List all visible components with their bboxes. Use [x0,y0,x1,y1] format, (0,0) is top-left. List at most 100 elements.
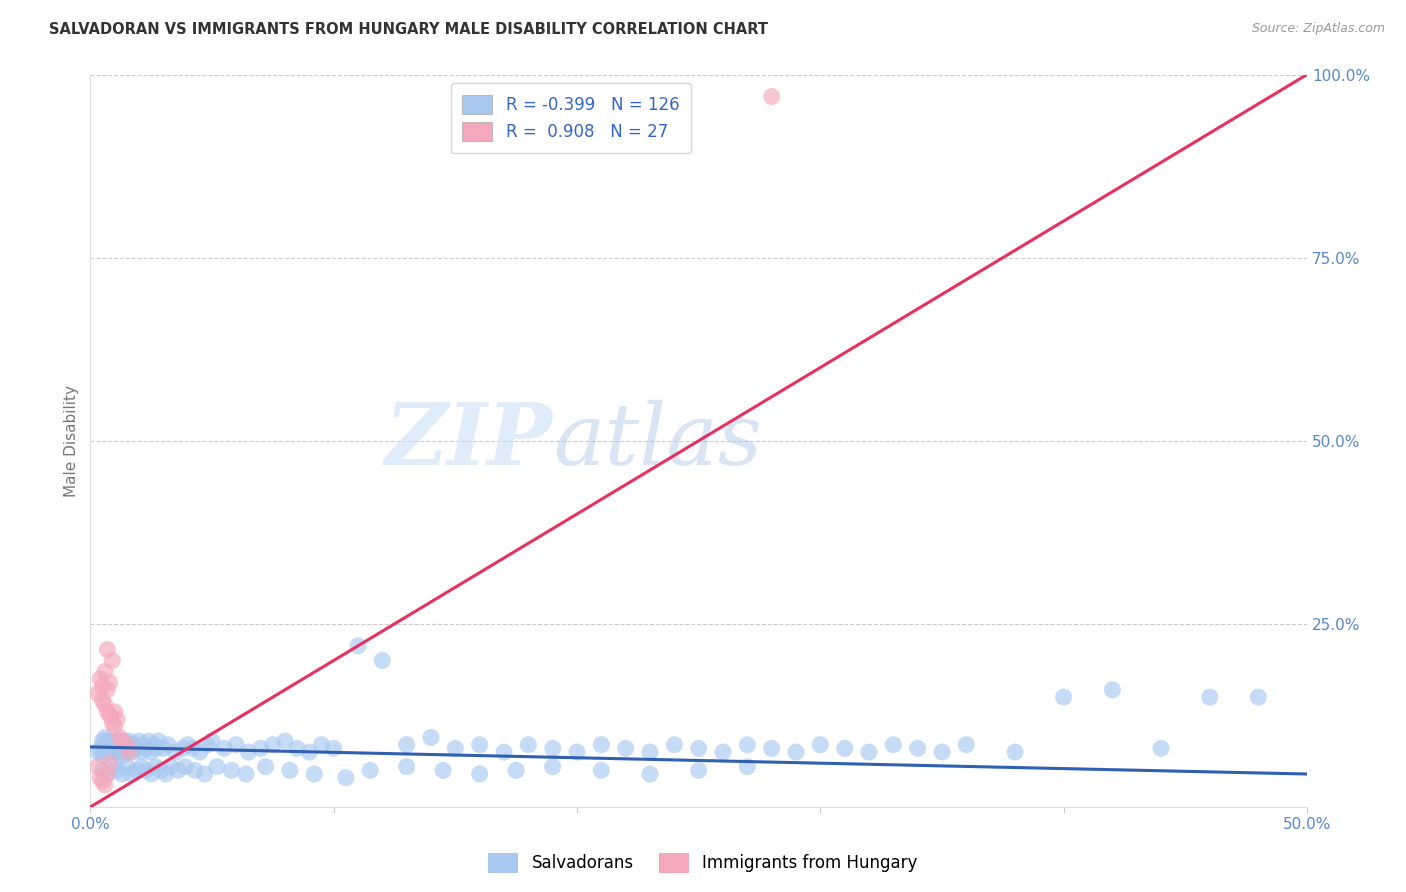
Point [111,748,134,763]
Point [395,738,418,752]
Point [101,715,124,730]
Point [834,741,856,756]
Y-axis label: Male Disability: Male Disability [65,384,79,497]
Point [94,738,117,752]
Point [91,774,114,789]
Point [135,741,157,756]
Point [359,764,381,778]
Text: SALVADORAN VS IMMIGRANTS FROM HUNGARY MALE DISABILITY CORRELATION CHART: SALVADORAN VS IMMIGRANTS FROM HUNGARY MA… [49,22,768,37]
Point [225,738,247,752]
Point [155,767,177,781]
Point [128,734,150,748]
Point [89,771,111,785]
Point [89,741,111,756]
Point [1198,690,1220,705]
Point [737,738,759,752]
Point [614,741,637,756]
Point [505,764,527,778]
Point [221,764,243,778]
Text: ZIP: ZIP [385,399,553,483]
Point [148,734,170,748]
Point [254,760,277,774]
Point [302,767,325,781]
Point [108,731,131,745]
Point [131,760,153,774]
Point [112,741,135,756]
Point [638,745,661,759]
Point [101,734,124,748]
Point [115,738,138,752]
Point [121,767,143,781]
Point [115,760,138,774]
Point [517,738,540,752]
Point [311,738,333,752]
Point [444,741,467,756]
Text: Source: ZipAtlas.com: Source: ZipAtlas.com [1251,22,1385,36]
Point [201,734,224,748]
Point [711,745,734,759]
Point [761,89,783,103]
Point [118,745,141,759]
Point [492,745,515,759]
Point [955,738,977,752]
Point [785,745,807,759]
Point [184,764,207,778]
Point [131,745,153,759]
Point [94,778,117,792]
Point [96,642,118,657]
Point [195,738,218,752]
Point [157,738,180,752]
Point [96,767,118,781]
Point [112,734,135,748]
Point [347,639,370,653]
Point [101,741,124,756]
Point [176,738,198,752]
Point [132,738,155,752]
Point [96,705,118,719]
Point [94,698,117,712]
Point [907,741,929,756]
Point [322,741,344,756]
Point [931,745,953,759]
Point [94,731,117,745]
Point [138,734,160,748]
Point [335,771,357,785]
Point [142,738,165,752]
Point [94,665,117,679]
Point [737,760,759,774]
Point [262,738,284,752]
Text: atlas: atlas [553,400,762,482]
Point [145,741,167,756]
Point [105,734,128,748]
Point [167,764,190,778]
Point [101,760,124,774]
Point [1004,745,1026,759]
Point [1101,682,1123,697]
Point [181,741,204,756]
Point [1053,690,1076,705]
Point [86,686,108,700]
Point [111,734,134,748]
Point [91,679,114,693]
Point [98,708,121,723]
Point [111,738,134,752]
Point [152,741,174,756]
Point [104,738,127,752]
Point [98,745,121,759]
Point [761,741,783,756]
Point [86,745,108,759]
Point [91,764,114,778]
Point [96,734,118,748]
Point [591,738,613,752]
Point [125,741,148,756]
Point [105,712,128,726]
Point [432,764,454,778]
Point [141,767,163,781]
Point [212,741,235,756]
Point [105,764,128,778]
Point [420,731,443,745]
Point [89,672,111,686]
Point [98,675,121,690]
Point [91,734,114,748]
Point [188,745,211,759]
